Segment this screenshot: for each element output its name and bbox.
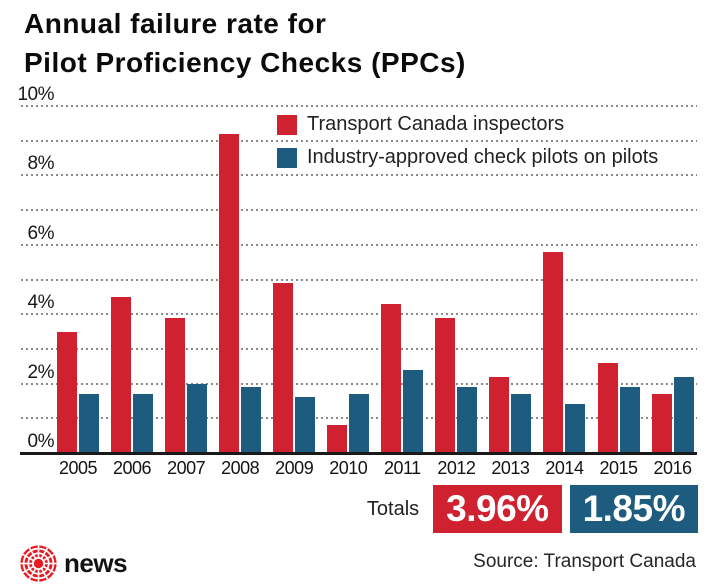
bar-inspectors-2016 bbox=[651, 394, 672, 453]
bar-inspectors-2014 bbox=[543, 251, 564, 453]
gridline-9pct bbox=[21, 139, 697, 142]
x-axis-label-2006: 2006 bbox=[113, 458, 152, 478]
y-axis-label-0%: 0% bbox=[27, 431, 55, 452]
chart-title: Annual failure rate for Pilot Proficienc… bbox=[24, 4, 466, 82]
x-axis-label-2016: 2016 bbox=[653, 458, 693, 478]
gridline-5pct bbox=[21, 278, 697, 281]
gridline-3pct bbox=[21, 347, 697, 350]
brand-name: news bbox=[64, 548, 128, 578]
legend-label-inspectors: Transport Canada inspectors bbox=[307, 113, 565, 135]
source-credit: Source: Transport Canada bbox=[473, 551, 696, 572]
x-axis-label-2009: 2009 bbox=[275, 458, 314, 478]
chart-title-line1: Annual failure rate for bbox=[24, 8, 327, 39]
bar-inspectors-2015 bbox=[597, 362, 618, 453]
y-axis-label-8%: 8% bbox=[27, 153, 55, 175]
legend-swatch-inspectors bbox=[277, 114, 297, 135]
bar-inspectors-2005 bbox=[57, 331, 77, 453]
y-axis-label-4%: 4% bbox=[27, 292, 55, 314]
bar-industry-2015 bbox=[619, 387, 640, 453]
bar-inspectors-2012 bbox=[435, 317, 456, 453]
bar-industry-2005 bbox=[79, 394, 99, 453]
y-axis-label-10%: 10% bbox=[17, 84, 54, 105]
gridline-2pct bbox=[21, 382, 697, 385]
x-axis-label-2008: 2008 bbox=[221, 458, 260, 478]
bar-industry-2006 bbox=[133, 394, 154, 453]
bar-inspectors-2010 bbox=[327, 425, 348, 453]
bar-industry-2007 bbox=[187, 383, 208, 453]
totals-label: Totals bbox=[366, 497, 420, 520]
bar-inspectors-2007 bbox=[165, 317, 186, 453]
totals-row: Totals 3.96% 1.85% bbox=[367, 485, 698, 533]
cbc-news-brand: news bbox=[20, 545, 128, 582]
x-axis-label-2010: 2010 bbox=[329, 458, 368, 478]
bar-industry-2014 bbox=[565, 404, 586, 453]
gridline-10pct bbox=[21, 105, 697, 107]
gridline-7pct bbox=[21, 209, 697, 212]
y-axis-label-6%: 6% bbox=[27, 222, 55, 244]
gridline-8pct bbox=[21, 174, 697, 177]
gridline-6pct bbox=[21, 243, 697, 246]
x-axis-line bbox=[20, 452, 697, 455]
x-axis-label-2015: 2015 bbox=[599, 458, 638, 478]
totals-badge-inspectors: 3.96% bbox=[433, 485, 562, 533]
cbc-gem-icon bbox=[20, 545, 57, 582]
x-axis-label-2014: 2014 bbox=[545, 458, 584, 478]
totals-badge-industry: 1.85% bbox=[569, 485, 698, 533]
y-axis-label-2%: 2% bbox=[27, 361, 55, 383]
bar-industry-2009 bbox=[295, 397, 316, 453]
gridline-4pct bbox=[21, 313, 697, 316]
bar-industry-2016 bbox=[673, 376, 694, 453]
legend-item-industry: Industry-approved check pilots on pilots bbox=[277, 147, 658, 168]
legend-swatch-industry bbox=[277, 147, 297, 168]
bar-inspectors-2011 bbox=[381, 303, 402, 453]
bar-inspectors-2009 bbox=[273, 282, 294, 453]
x-axis-label-2011: 2011 bbox=[383, 458, 421, 478]
legend-label-industry: Industry-approved check pilots on pilots bbox=[307, 146, 659, 168]
x-axis-label-2012: 2012 bbox=[437, 458, 476, 478]
x-axis-label-2005: 2005 bbox=[58, 458, 98, 478]
x-axis-label-2007: 2007 bbox=[167, 458, 206, 478]
legend-item-inspectors: Transport Canada inspectors bbox=[277, 114, 564, 135]
x-axis-label-2013: 2013 bbox=[491, 458, 530, 478]
bar-industry-2011 bbox=[403, 369, 424, 453]
bar-industry-2012 bbox=[457, 387, 478, 453]
bar-inspectors-2013 bbox=[489, 376, 510, 453]
bar-inspectors-2006 bbox=[111, 296, 132, 453]
bar-industry-2008 bbox=[241, 387, 262, 453]
bar-industry-2010 bbox=[349, 394, 370, 453]
bar-industry-2013 bbox=[511, 394, 532, 453]
chart-title-line2: Pilot Proficiency Checks (PPCs) bbox=[24, 47, 466, 78]
bar-inspectors-2008 bbox=[219, 133, 240, 453]
